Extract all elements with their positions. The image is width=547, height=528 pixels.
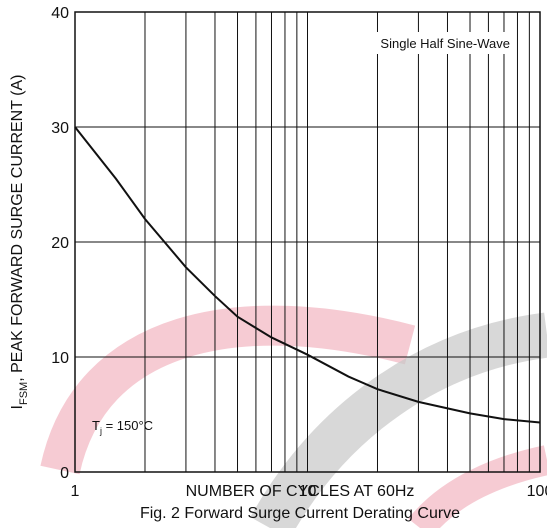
plot-area: 0 10 20 30 40 1 10 100 — [51, 5, 547, 500]
x-tick-label: 10 — [299, 483, 317, 500]
watermark — [40, 305, 416, 475]
watermark — [250, 312, 547, 528]
y-tick-label: 0 — [60, 465, 69, 482]
annotation-main: T — [92, 418, 100, 433]
caption: Fig. 2 Forward Surge Current Derating Cu… — [140, 505, 460, 522]
y-label-sub: FSM — [18, 382, 30, 405]
x-axis-label: NUMBER OF CYCLES AT 60Hz — [186, 483, 415, 500]
annotation-rest: = 150°C — [102, 418, 153, 433]
y-tick-label: 10 — [51, 350, 69, 367]
y-tick-label: 30 — [51, 120, 69, 137]
y-tick-label: 40 — [51, 5, 69, 22]
annotation-sub: j — [99, 426, 102, 436]
y-label-main: I — [9, 405, 26, 409]
annotation-bg — [335, 32, 515, 54]
y-label-rest: , PEAK FORWARD SURGE CURRENT (A) — [9, 75, 26, 382]
y-tick-label: 20 — [51, 235, 69, 252]
annotation: Tj = 150°C — [92, 418, 153, 436]
watermark — [408, 445, 547, 528]
y-axis-label: IFSM, PEAK FORWARD SURGE CURRENT (A) — [9, 75, 30, 410]
curve — [74, 126, 541, 424]
annotation: Single Half Sine-Wave — [380, 36, 510, 51]
x-tick-label: 100 — [527, 483, 547, 500]
x-tick-label: 1 — [71, 483, 80, 500]
